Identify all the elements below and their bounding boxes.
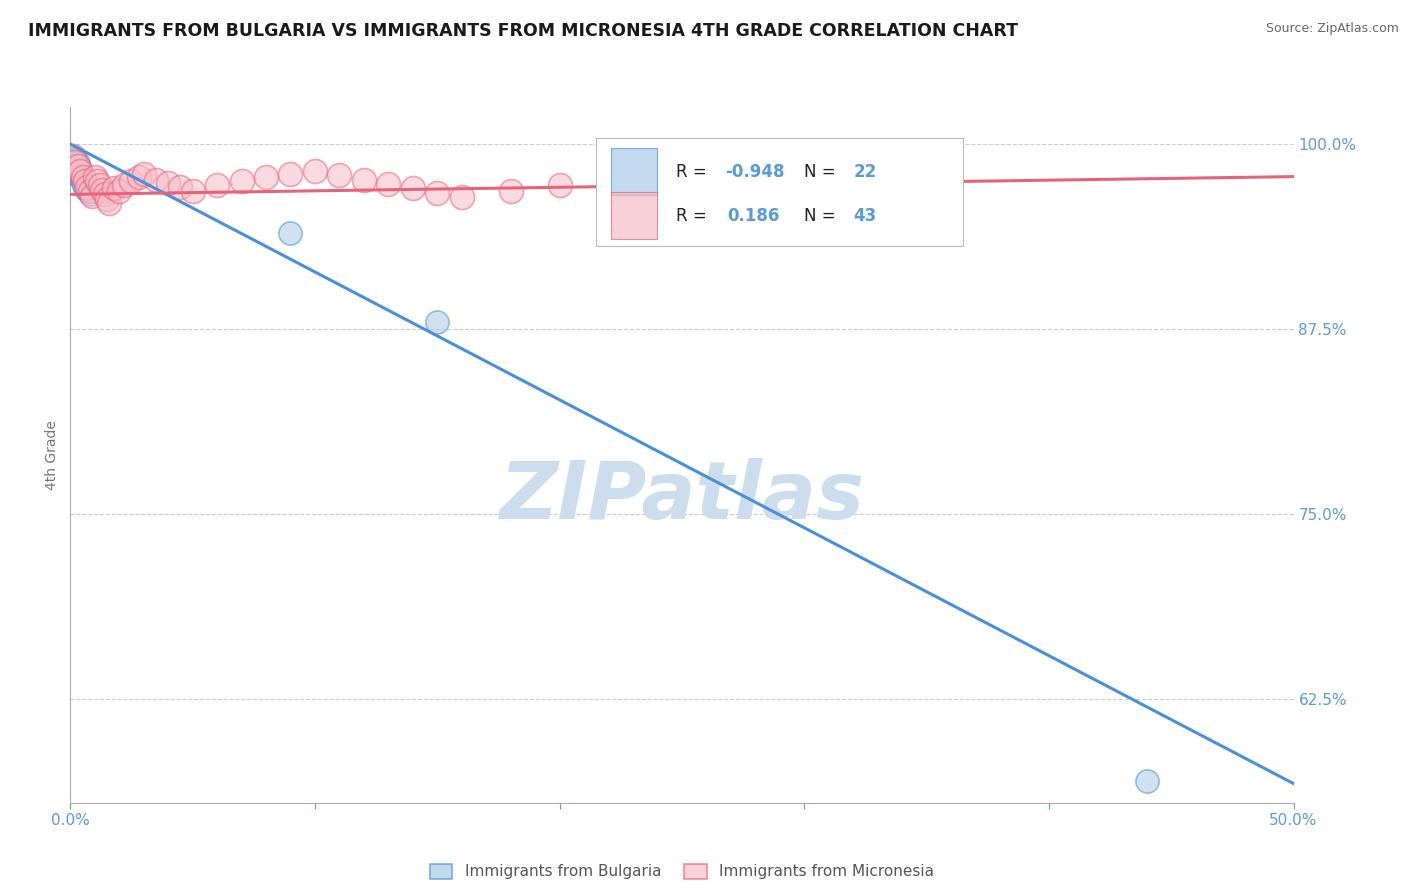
- Point: [304, 163, 326, 178]
- Text: 43: 43: [853, 207, 876, 225]
- Point: [73, 181, 96, 195]
- Point: [103, 181, 125, 195]
- Point: [86, 174, 108, 188]
- Point: [548, 178, 571, 193]
- Y-axis label: 4th Grade: 4th Grade: [45, 420, 59, 490]
- Point: [499, 185, 522, 199]
- Point: [83, 169, 105, 184]
- Point: [353, 172, 375, 186]
- Point: [254, 169, 277, 184]
- Point: [231, 174, 253, 188]
- Point: [128, 169, 150, 184]
- Point: [145, 172, 167, 186]
- Point: [72, 174, 94, 188]
- Point: [377, 177, 399, 191]
- Point: [181, 185, 204, 199]
- Point: [66, 161, 89, 175]
- Point: [280, 167, 302, 181]
- Point: [69, 163, 91, 178]
- Point: [891, 181, 914, 195]
- Point: [98, 196, 121, 211]
- Point: [63, 159, 86, 173]
- Point: [121, 174, 143, 188]
- Point: [108, 185, 131, 199]
- Text: ZIPatlas: ZIPatlas: [499, 458, 865, 536]
- Point: [66, 163, 89, 178]
- Point: [205, 178, 228, 193]
- Point: [72, 176, 94, 190]
- Text: Source: ZipAtlas.com: Source: ZipAtlas.com: [1265, 22, 1399, 36]
- Point: [598, 174, 620, 188]
- Point: [91, 183, 114, 197]
- Point: [93, 187, 115, 202]
- Point: [72, 172, 94, 186]
- Point: [96, 192, 118, 206]
- Point: [73, 174, 96, 188]
- Point: [79, 187, 101, 202]
- Text: -0.948: -0.948: [724, 162, 785, 181]
- Point: [76, 180, 98, 194]
- Point: [647, 168, 669, 182]
- Legend: Immigrants from Bulgaria, Immigrants from Micronesia: Immigrants from Bulgaria, Immigrants fro…: [423, 857, 941, 886]
- Point: [62, 149, 84, 163]
- Point: [132, 167, 155, 181]
- Point: [426, 186, 449, 200]
- Point: [280, 226, 302, 240]
- Text: N =: N =: [804, 162, 841, 181]
- Point: [82, 189, 104, 203]
- FancyBboxPatch shape: [596, 138, 963, 246]
- Point: [69, 167, 91, 181]
- Point: [450, 190, 472, 204]
- Point: [79, 185, 101, 199]
- Text: N =: N =: [804, 207, 841, 225]
- Text: R =: R =: [676, 207, 717, 225]
- FancyBboxPatch shape: [612, 192, 658, 239]
- FancyBboxPatch shape: [612, 148, 658, 195]
- Point: [169, 180, 191, 194]
- Point: [72, 169, 94, 184]
- Point: [69, 162, 91, 177]
- Point: [328, 168, 350, 182]
- Point: [69, 165, 91, 179]
- Point: [63, 154, 86, 169]
- Point: [66, 158, 89, 172]
- Point: [69, 169, 91, 184]
- Point: [63, 153, 86, 168]
- Text: 0.186: 0.186: [727, 207, 779, 225]
- Point: [73, 178, 96, 193]
- Point: [112, 178, 135, 193]
- Point: [695, 163, 717, 178]
- Point: [426, 315, 449, 329]
- Point: [66, 159, 89, 173]
- Text: R =: R =: [676, 162, 711, 181]
- Point: [89, 178, 111, 193]
- Point: [62, 152, 84, 166]
- Point: [1136, 773, 1159, 788]
- Point: [63, 154, 86, 169]
- Text: 22: 22: [853, 162, 876, 181]
- Point: [66, 156, 89, 170]
- Point: [402, 181, 425, 195]
- Point: [157, 176, 180, 190]
- Text: IMMIGRANTS FROM BULGARIA VS IMMIGRANTS FROM MICRONESIA 4TH GRADE CORRELATION CHA: IMMIGRANTS FROM BULGARIA VS IMMIGRANTS F…: [28, 22, 1018, 40]
- Point: [76, 183, 98, 197]
